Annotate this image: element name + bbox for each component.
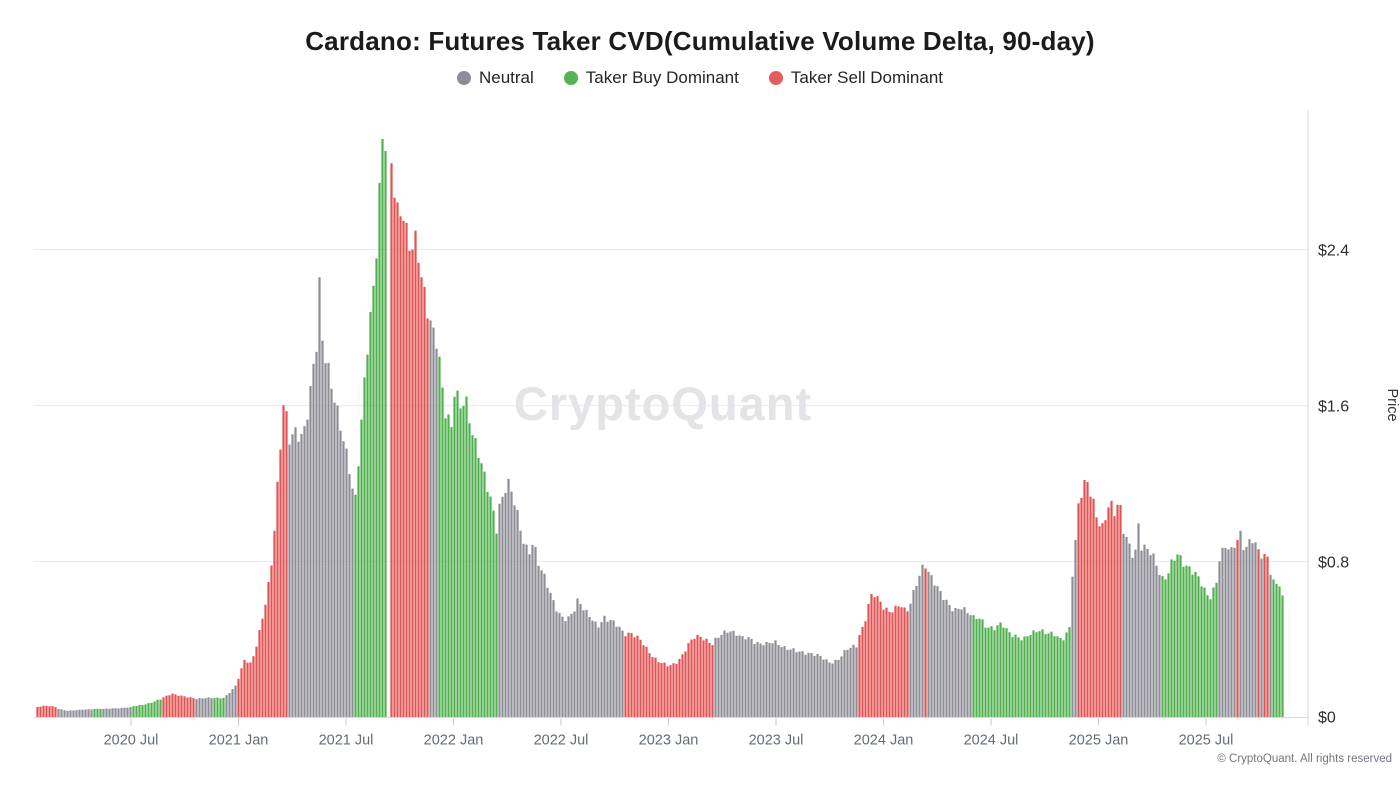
x-tick-label: 2023 Jul xyxy=(749,733,804,749)
legend-label-taker-sell: Taker Sell Dominant xyxy=(790,68,943,87)
x-tick-label: 2025 Jul xyxy=(1179,733,1234,749)
legend-item-taker-buy[interactable]: Taker Buy Dominant xyxy=(563,68,739,88)
copyright-notice: © CryptoQuant. All rights reserved xyxy=(1217,753,1392,765)
x-tick-label: 2025 Jan xyxy=(1069,733,1129,749)
y-axis-name: Price xyxy=(1384,388,1400,421)
watermark-text: CryptoQuant xyxy=(514,377,812,430)
x-tick-label: 2024 Jan xyxy=(854,733,914,749)
legend-item-taker-sell[interactable]: Taker Sell Dominant xyxy=(768,68,943,88)
price-bars xyxy=(36,139,1284,718)
legend-swatch-neutral xyxy=(456,71,471,85)
x-tick-label: 2022 Jul xyxy=(534,733,589,749)
y-tick-label: $1.6 xyxy=(1318,399,1349,416)
x-axis: 2020 Jul 2021 Jan 2021 Jul 2022 Jan 2022 Jul… xyxy=(104,718,1234,749)
chart-legend: Neutral Taker Buy Dominant Taker Sell Do… xyxy=(0,66,1400,90)
legend-item-neutral[interactable]: Neutral xyxy=(456,68,534,88)
x-tick-label: 2023 Jan xyxy=(639,733,699,749)
legend-swatch-taker-buy xyxy=(563,71,578,85)
y-axis: $0 $0.8 $1.6 $2.4 Price xyxy=(1318,243,1400,727)
chart-title: Cardano: Futures Taker CVD(Cumulative Vo… xyxy=(305,26,1095,56)
y-tick-label: $0.8 xyxy=(1318,555,1349,572)
x-tick-label: 2020 Jul xyxy=(104,733,159,749)
legend-swatch-taker-sell xyxy=(768,71,783,85)
legend-label-taker-buy: Taker Buy Dominant xyxy=(585,68,739,87)
y-tick-label: $2.4 xyxy=(1318,243,1349,260)
legend-label-neutral: Neutral xyxy=(478,68,534,87)
x-tick-label: 2022 Jan xyxy=(424,733,484,749)
x-tick-label: 2021 Jan xyxy=(209,733,269,749)
x-tick-label: 2021 Jul xyxy=(319,733,374,749)
x-tick-label: 2024 Jul xyxy=(964,733,1019,749)
y-tick-label: $0 xyxy=(1318,710,1336,727)
